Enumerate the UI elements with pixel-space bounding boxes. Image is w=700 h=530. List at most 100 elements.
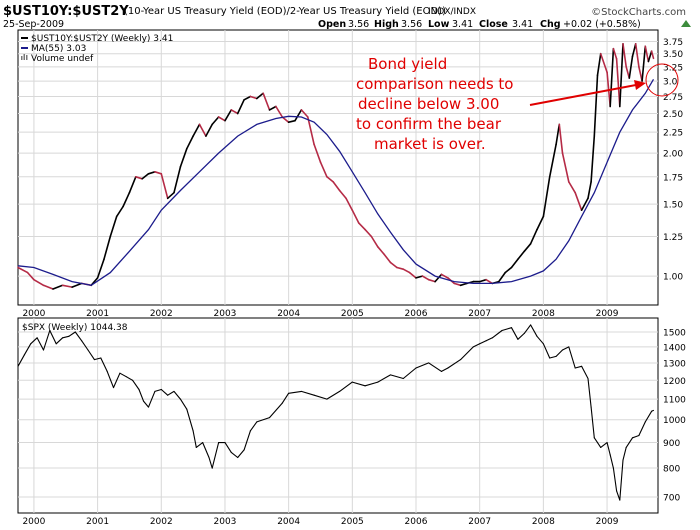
annotation-circle (645, 63, 679, 97)
spx-line-segment (68, 331, 76, 337)
spx-line-segment (536, 335, 544, 345)
ratio-line-segment (567, 181, 577, 194)
ratio-line-segment (217, 116, 226, 122)
ratio-line-segment (529, 228, 538, 245)
ratio-line-segment (319, 161, 328, 178)
ratio-line-segment (262, 92, 271, 111)
x-tick-label: 2000 (22, 517, 45, 527)
y-tick-label: 1000 (663, 416, 686, 426)
spx-line-segment (138, 388, 145, 402)
spx-line-segment (402, 367, 417, 380)
spx-line-segment (364, 381, 379, 387)
y-tick-label: 2.75 (663, 93, 683, 103)
x-tick-label: 2006 (405, 309, 428, 319)
y-tick-label: 1200 (663, 377, 686, 387)
ratio-line-segment (109, 215, 118, 238)
spx-line-segment (17, 354, 25, 367)
spx-line-segment (160, 388, 169, 396)
spx-line-segment (55, 337, 64, 345)
spx-line-segment (523, 324, 532, 334)
spx-line-segment (530, 324, 538, 337)
y-tick-label: 1.25 (663, 233, 683, 243)
ratio-line-segment (622, 42, 628, 68)
spx-line-segment (256, 417, 271, 423)
spx-line-segment (568, 346, 576, 369)
ratio-line-segment (205, 123, 213, 137)
ratio-line-segment (166, 191, 175, 200)
spx-line-segment (339, 381, 353, 392)
ratio-line-segment (402, 268, 411, 274)
spx-line-segment (501, 327, 513, 332)
spx-line-segment (631, 434, 640, 439)
ratio-line-segment (255, 92, 265, 100)
ratio-line-segment (128, 176, 137, 194)
y-tick-label: 1400 (663, 343, 686, 353)
ratio-line-segment (122, 191, 131, 208)
spx-line-segment (485, 337, 493, 342)
annotation-line-1: Bond yield (368, 55, 447, 73)
x-tick-label: 2004 (277, 309, 300, 319)
ratio-line-segment (287, 119, 296, 123)
ratio-line-segment (427, 278, 436, 283)
spx-line-segment (590, 406, 595, 439)
ratio-line-segment (647, 50, 653, 63)
volume-bars-icon (21, 54, 28, 60)
spx-line-segment (62, 335, 70, 339)
spx-line-segment (230, 451, 239, 459)
spx-line-segment (574, 365, 583, 369)
x-tick-label: 2009 (596, 309, 619, 319)
ratio-line-segment (580, 197, 589, 211)
spx-line-segment (549, 355, 557, 359)
ratio-line-segment (326, 176, 335, 183)
bottom-panel-frame (17, 317, 659, 514)
y-tick-label: 1100 (663, 396, 686, 406)
ratio-line-segment (504, 266, 513, 274)
close-value: 3.41 (512, 19, 533, 30)
high-value: 3.56 (401, 19, 422, 30)
open-value: 3.56 (348, 19, 369, 30)
ratio-line-segment (376, 246, 386, 256)
y-tick-label: 3.50 (663, 50, 683, 60)
spx-line-segment (87, 349, 95, 361)
ratio-line-segment (548, 143, 557, 178)
up-arrow-icon (681, 20, 691, 27)
spx-line-segment (600, 442, 608, 448)
ratio-line-segment (408, 271, 417, 279)
bottom-grid (18, 318, 658, 513)
ratio-line-segment (523, 243, 532, 253)
spx-line-segment (36, 337, 45, 351)
ratio-line-segment (536, 215, 545, 231)
high-label: High (374, 19, 399, 30)
ratio-line-segment (26, 271, 35, 281)
spx-line-segment (491, 329, 503, 339)
y-tick-label: 2.25 (663, 129, 683, 139)
x-tick-label: 2005 (341, 309, 364, 319)
legend-ma-label: MA(55) 3.03 (31, 44, 86, 54)
y-tick-label: 2.50 (663, 110, 683, 120)
ratio-line-segment (268, 105, 277, 111)
ratio-line-segment (609, 47, 615, 108)
ratio-line-segment (517, 250, 526, 261)
bottom-panel-title: $SPX (Weekly) 1044.38 (22, 323, 128, 333)
top-legend: $UST10Y:$UST2Y (Weekly) 3.41 MA(55) 3.03… (21, 34, 173, 64)
annotation-line-4: to confirm the bear (356, 115, 502, 133)
annotation: Bond yield comparison needs to decline b… (356, 55, 513, 153)
y-tick-label: 1.50 (663, 201, 683, 211)
low-label: Low (428, 19, 450, 30)
spx-line-segment (179, 398, 188, 410)
ratio-line-segment (224, 109, 233, 122)
spx-line-segment (479, 340, 487, 345)
ratio-line-segment (478, 278, 487, 283)
ratio-line-segment (338, 189, 347, 200)
spx-line-segment (132, 379, 140, 391)
y-tick-label: 1300 (663, 359, 686, 369)
x-tick-label: 2002 (150, 517, 173, 527)
ratio-line-segment (599, 52, 608, 74)
spx-line-segment (202, 442, 210, 459)
ratio-line-segment (561, 152, 570, 183)
y-tick-label: 2.00 (663, 150, 683, 160)
spx-line-segment (593, 437, 599, 444)
ratio-line-segment (593, 74, 599, 137)
spx-line-segment (644, 410, 653, 423)
bottom-panel: 700 800 900 1000 1100 1200 1300 1400 1500 2000 200… (17, 317, 686, 527)
